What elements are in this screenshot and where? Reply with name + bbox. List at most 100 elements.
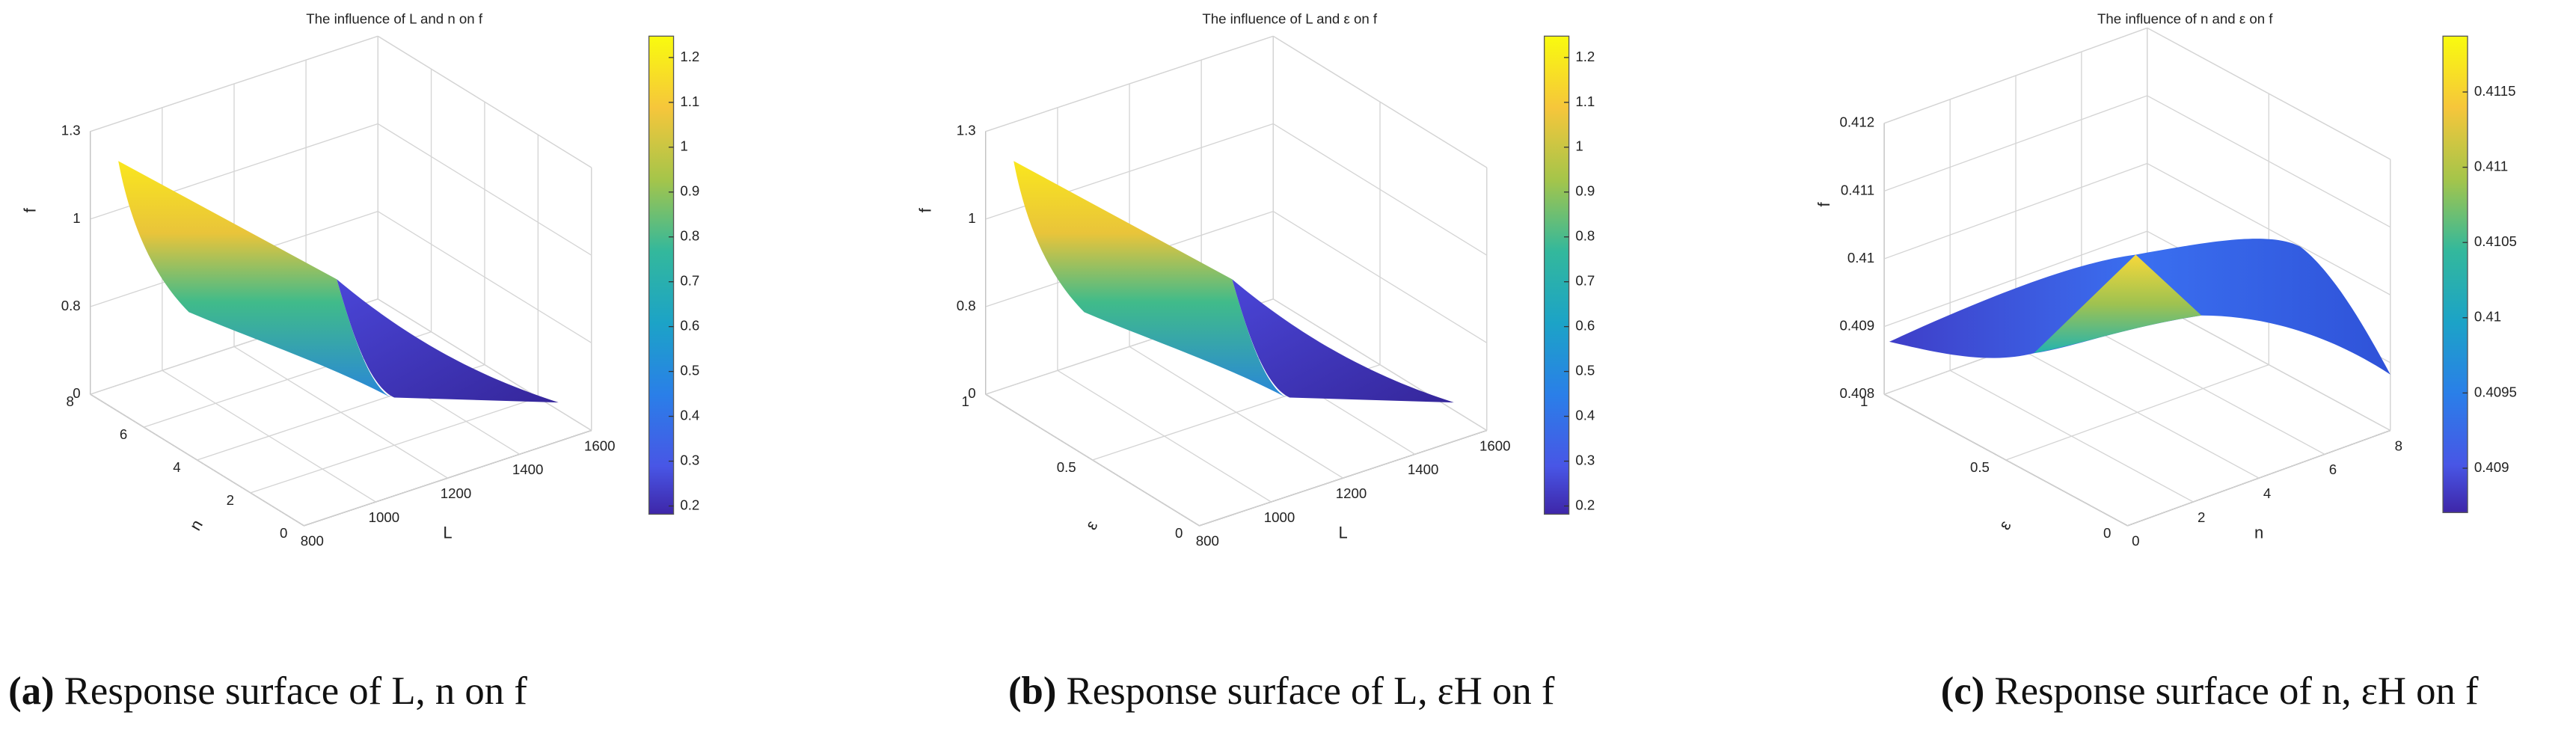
- colorbar-tick-label: 1: [1575, 138, 1583, 154]
- z-tick-label: 0.411: [1841, 182, 1874, 197]
- y-tick-label: 8: [66, 393, 73, 409]
- caption-label: (b): [1008, 669, 1056, 713]
- grid-line: [90, 393, 304, 527]
- x-tick-label: 800: [1196, 533, 1219, 549]
- y-tick-label: 2: [227, 492, 234, 508]
- grid-line: [304, 429, 592, 527]
- x-axis-label: n: [2254, 524, 2263, 542]
- caption-text: Response surface of n, εH on f: [1994, 669, 2479, 713]
- colorbar-tick-label: 0.2: [680, 497, 699, 512]
- colorbar: [1543, 35, 1570, 515]
- surface: [1013, 161, 1454, 403]
- grid-line: [1199, 429, 1487, 527]
- x-tick-label: 1400: [1408, 461, 1439, 477]
- x-tick-label: 6: [2329, 461, 2337, 477]
- grid-line: [2005, 364, 2269, 461]
- z-tick-label: 0.412: [1839, 114, 1874, 130]
- colorbar-tick-label: 0.4095: [2474, 384, 2517, 399]
- y-tick-label: 1: [1860, 393, 1868, 409]
- x-tick-label: 800: [301, 533, 324, 549]
- grid-line: [250, 396, 539, 494]
- colorbar-tick-label: 1.1: [680, 93, 699, 109]
- colorbar-tick-label: 0.9: [1575, 183, 1595, 199]
- x-tick-label: 1200: [1336, 485, 1367, 501]
- z-tick-label: 1: [73, 210, 80, 226]
- x-tick-label: 1600: [1479, 438, 1511, 453]
- colorbar-tick-label: 0.4105: [2474, 233, 2517, 249]
- colorbar-tick-label: 0.8: [680, 228, 699, 244]
- colorbar-tick-label: 0.7: [1575, 273, 1595, 289]
- x-axis-label: L: [443, 524, 452, 542]
- caption-label: (c): [1941, 669, 1985, 713]
- z-tick-label: 1.3: [61, 123, 81, 138]
- z-tick-label: 0: [968, 385, 975, 401]
- x-tick-label: 1000: [369, 509, 400, 525]
- chart-title: The influence of L and ε on f: [1202, 10, 1378, 26]
- caption: (c) Response surface of n, εH on f: [1941, 669, 2479, 713]
- x-tick-label: 2: [2198, 509, 2205, 525]
- z-tick-label: 1: [968, 210, 975, 226]
- caption-text: Response surface of L, εH on f: [1067, 669, 1555, 713]
- colorbar-tick-label: 0.5: [680, 363, 699, 378]
- colorbar-tick-label: 0.8: [1575, 228, 1595, 244]
- y-tick-label: 0.5: [1057, 459, 1076, 475]
- x-tick-label: 1200: [441, 485, 472, 501]
- colorbar-tick-label: 0.3: [680, 452, 699, 467]
- caption: (a) Response surface of L, n on f: [8, 669, 527, 713]
- colorbar-tick-label: 1: [680, 138, 687, 154]
- y-tick-label: 6: [120, 426, 127, 442]
- y-tick-label: 0: [280, 525, 287, 541]
- colorbar-tick-label: 0.5: [1575, 363, 1595, 378]
- chart-title: The influence of n and ε on f: [2097, 10, 2273, 26]
- caption-text: Response surface of L, n on f: [64, 669, 528, 713]
- colorbar: [648, 35, 675, 515]
- y-tick-label: 0.5: [1970, 459, 1990, 475]
- caption-label: (a): [8, 669, 54, 713]
- z-tick-label: 0.408: [1839, 385, 1874, 401]
- y-axis-label: ε: [1082, 517, 1102, 533]
- z-tick-label: 0.409: [1839, 317, 1874, 333]
- colorbar-tick-label: 0.41: [2474, 309, 2501, 325]
- chart-title: The influence of L and n on f: [306, 10, 483, 26]
- axes-grid: [90, 27, 2391, 527]
- x-tick-label: 1600: [584, 438, 616, 453]
- colorbar-tick-label: 1.1: [1575, 93, 1595, 109]
- colorbar-tick-label: 0.4: [680, 407, 699, 423]
- z-tick-label: 1.3: [957, 123, 976, 138]
- caption: (b) Response surface of L, εH on f: [1008, 669, 1555, 713]
- z-tick-label: 0: [73, 385, 80, 401]
- colorbar-tick-label: 0.9: [680, 183, 699, 199]
- y-tick-label: 0: [2103, 525, 2111, 541]
- colorbar-tick-label: 0.409: [2474, 459, 2509, 475]
- colorbar-tick-label: 0.2: [1575, 497, 1595, 512]
- surface: [118, 161, 559, 403]
- y-axis-label: n: [185, 516, 206, 533]
- colorbar-tick-label: 0.4: [1575, 407, 1595, 423]
- z-tick-label: 0.41: [1847, 250, 1874, 266]
- y-tick-label: 1: [962, 393, 969, 409]
- x-tick-label: 4: [2263, 485, 2271, 501]
- x-tick-label: 1400: [512, 461, 544, 477]
- colorbar-tick-label: 0.3: [1575, 452, 1595, 467]
- z-axis-label: f: [1815, 202, 1833, 207]
- x-tick-label: 0: [2132, 533, 2139, 549]
- colorbar: [2442, 35, 2468, 513]
- z-axis-label: f: [21, 207, 40, 212]
- y-tick-label: 4: [173, 459, 180, 475]
- y-tick-label: 0: [1175, 525, 1183, 541]
- x-tick-label: 8: [2395, 438, 2402, 453]
- x-axis-label: L: [1338, 524, 1347, 542]
- z-tick-label: 0.8: [957, 298, 976, 313]
- z-tick-label: 0.8: [61, 298, 81, 313]
- colorbar-tick-label: 0.7: [680, 273, 699, 289]
- x-tick-label: 1000: [1264, 509, 1295, 525]
- y-axis-label: ε: [1995, 517, 2015, 533]
- colorbar-tick-label: 0.411: [2474, 159, 2508, 174]
- colorbar-tick-label: 0.6: [1575, 318, 1595, 334]
- surface: [1889, 239, 2391, 375]
- colorbar-tick-label: 0.4115: [2474, 83, 2516, 99]
- colorbar-tick-label: 1.2: [1575, 49, 1595, 64]
- colorbar-tick-label: 0.6: [680, 318, 699, 334]
- colorbar-tick-label: 1.2: [680, 49, 699, 64]
